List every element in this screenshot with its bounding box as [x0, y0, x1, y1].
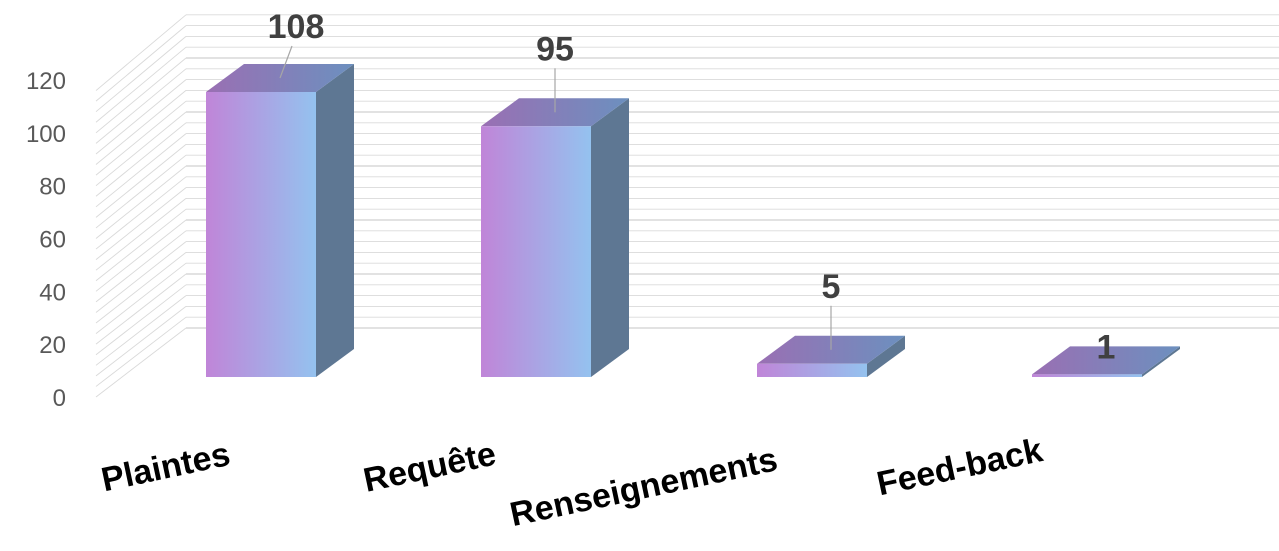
y-axis-ticks: 0 20 40 60 80 100 120 — [26, 68, 66, 412]
gridline-diagonal — [95, 295, 187, 366]
y-tick-label: 40 — [39, 279, 66, 306]
gridline-diagonal — [95, 100, 187, 176]
gridline-diagonal — [95, 90, 187, 165]
bar-side — [316, 64, 354, 377]
gridline-diagonal — [95, 198, 187, 271]
gridline-diagonal — [95, 230, 187, 303]
gridline-diagonal — [95, 316, 187, 387]
x-axis-categories: Plaintes Requête Renseignements Feed-back — [98, 431, 1046, 534]
gridline-diagonal — [95, 284, 187, 356]
y-tick-label: 100 — [26, 121, 66, 148]
y-tick-label: 20 — [39, 332, 66, 359]
bars: 108 95 5 1 — [206, 8, 1180, 378]
bar-side — [867, 335, 905, 377]
gridline-diagonal — [95, 144, 187, 218]
bar-top — [1032, 346, 1180, 375]
gridlines — [95, 14, 1279, 398]
y-tick-label: 60 — [39, 227, 66, 254]
data-label: 5 — [822, 268, 841, 306]
bar-side — [591, 98, 629, 378]
gridline-diagonal — [95, 252, 187, 324]
gridline-diagonal — [95, 14, 187, 91]
gridline-diagonal — [95, 273, 187, 345]
gridline-diagonal — [95, 306, 187, 377]
bar-front — [206, 92, 316, 377]
gridline-diagonal — [95, 241, 187, 313]
gridline-diagonal — [95, 57, 187, 134]
gridline-diagonal — [95, 36, 187, 113]
gridline-diagonal — [95, 165, 187, 239]
gridline-diagonal — [95, 154, 187, 229]
bar-feed-back — [1032, 346, 1180, 377]
data-label: 1 — [1097, 328, 1116, 366]
bar-front — [1032, 374, 1142, 377]
y-tick-label: 120 — [26, 68, 66, 95]
gridline-diagonal — [95, 111, 187, 187]
bar-front — [481, 126, 591, 377]
bar-requ-te — [481, 98, 629, 378]
y-tick-label: 80 — [39, 174, 66, 201]
gridline-diagonal — [95, 25, 187, 102]
x-category-label: Renseignements — [507, 440, 781, 534]
gridline-diagonal — [95, 219, 187, 292]
gridline-diagonal — [95, 187, 187, 260]
gridline-diagonal — [95, 46, 187, 123]
x-category-label: Plaintes — [98, 435, 233, 499]
gridline-diagonal — [95, 262, 187, 334]
gridline-diagonal — [95, 208, 187, 282]
x-category-label: Feed-back — [874, 431, 1046, 503]
x-category-label: Requête — [360, 435, 499, 500]
bar-plaintes — [206, 64, 354, 377]
bar-front — [757, 363, 867, 377]
data-label: 108 — [268, 8, 325, 46]
gridline-diagonal — [95, 133, 187, 208]
y-tick-label: 0 — [53, 385, 66, 412]
data-label-leader — [279, 45, 293, 79]
gridline-diagonal — [95, 79, 187, 155]
gridline-diagonal — [95, 122, 187, 197]
gridline-diagonal — [95, 176, 187, 250]
data-label: 95 — [536, 30, 574, 68]
bar-side — [1142, 346, 1180, 377]
gridline-diagonal — [95, 327, 187, 398]
gridline-diagonal — [95, 68, 187, 144]
